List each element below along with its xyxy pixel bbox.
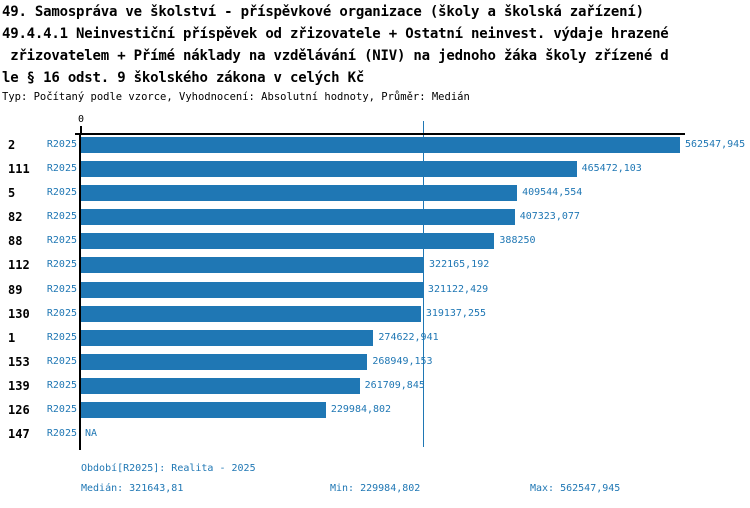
bar xyxy=(81,281,423,298)
row-category-label: 82 xyxy=(8,210,23,225)
bar-value-label: 261709,845 xyxy=(364,379,425,391)
row-category-label: 1 xyxy=(8,330,16,345)
row-category-label: 89 xyxy=(8,282,23,297)
chart-row: 130 R2025 319137,255 xyxy=(0,305,750,330)
bar xyxy=(81,161,577,178)
row-category-label: 112 xyxy=(8,258,30,273)
row-series-label: R2025 xyxy=(46,259,77,271)
chart-row: 126 R2025 229984,802 xyxy=(0,402,750,426)
row-category-label: 5 xyxy=(8,186,16,201)
row-series-label: R2025 xyxy=(46,428,77,440)
bar-value-label: 319137,255 xyxy=(425,307,487,319)
x-axis-zero-tick-label: 0 xyxy=(77,114,85,125)
bar xyxy=(81,353,368,370)
chart-row: 1 R2025 274622,941 xyxy=(0,329,750,354)
chart-row: 153 R2025 268949,153 xyxy=(0,353,750,378)
bar-value-label: 562547,945 xyxy=(685,139,746,150)
page-title-line-2: 49.4.4.1 Neinvestiční příspěvek od zřizo… xyxy=(2,26,669,42)
footer-median-stat: Medián: 321643,81 xyxy=(81,483,184,494)
chart-row: 89 R2025 321122,429 xyxy=(0,281,750,306)
median-line xyxy=(422,121,425,447)
bar xyxy=(81,377,360,394)
row-category-label: 111 xyxy=(8,162,30,177)
row-series-label: R2025 xyxy=(46,163,77,175)
footer-min-stat: Min: 229984,802 xyxy=(330,483,421,494)
bar xyxy=(81,209,515,226)
row-series-label: R2025 xyxy=(46,379,77,391)
row-series-label: R2025 xyxy=(46,307,77,319)
bar xyxy=(81,305,421,322)
row-series-label: R2025 xyxy=(46,331,77,343)
bar-value-label: 388250 xyxy=(499,235,536,247)
bar-value-label: 229984,802 xyxy=(330,404,392,416)
bar xyxy=(81,137,680,153)
chart-row: 112 R2025 322165,192 xyxy=(0,257,750,281)
row-series-label: R2025 xyxy=(46,211,77,223)
x-axis-zero-tick-mark xyxy=(80,126,82,134)
chart-row: 88 R2025 388250 xyxy=(0,233,750,257)
chart-row: 147 R2025 NA xyxy=(0,426,750,450)
row-series-label: R2025 xyxy=(46,139,77,150)
bar xyxy=(81,233,495,250)
footer-max-stat: Max: 562547,945 xyxy=(530,483,621,494)
row-category-label: 147 xyxy=(8,427,30,442)
bar xyxy=(81,329,374,346)
chart-rows: 2 R2025 562547,945 111 R2025 465472,103 … xyxy=(0,137,750,450)
y-axis-line xyxy=(79,133,81,450)
chart-row: 139 R2025 261709,845 xyxy=(0,377,750,402)
bar-value-label: 322165,192 xyxy=(429,259,490,271)
row-category-label: 2 xyxy=(8,138,16,152)
page-title-line-1: 49. Samospráva ve školství - příspěvkové… xyxy=(2,4,644,20)
bar-value-label: 407323,077 xyxy=(519,211,580,223)
row-series-label: R2025 xyxy=(46,187,77,199)
row-category-label: 153 xyxy=(8,354,30,369)
x-axis-line xyxy=(75,133,685,135)
indicator-meta-line: Typ: Počítaný podle vzorce, Vyhodnocení:… xyxy=(2,91,470,103)
row-series-label: R2025 xyxy=(46,404,77,416)
bar-value-label: 268949,153 xyxy=(372,355,433,367)
chart-row: 2 R2025 562547,945 xyxy=(0,137,750,161)
bar xyxy=(81,257,425,274)
page-title-line-3: zřizovatelem + Přímé náklady na vzdělává… xyxy=(2,48,669,64)
row-category-label: 126 xyxy=(8,403,30,418)
chart-row: 82 R2025 407323,077 xyxy=(0,209,750,233)
row-series-label: R2025 xyxy=(46,283,77,295)
row-series-label: R2025 xyxy=(46,355,77,367)
row-series-label: R2025 xyxy=(46,235,77,247)
footer-period-label: Období[R2025]: Realita - 2025 xyxy=(81,463,256,474)
row-category-label: 130 xyxy=(8,306,30,321)
chart-row: 111 R2025 465472,103 xyxy=(0,161,750,185)
bar xyxy=(81,402,326,419)
bar-value-label: NA xyxy=(85,428,98,440)
bar-value-label: 465472,103 xyxy=(581,163,642,175)
bar-value-label: 409544,554 xyxy=(522,187,583,199)
row-category-label: 139 xyxy=(8,378,30,393)
page-title-line-4: le § 16 odst. 9 školského zákona v celýc… xyxy=(2,70,365,86)
row-category-label: 88 xyxy=(8,234,23,249)
bar xyxy=(81,185,518,202)
bar-value-label: 321122,429 xyxy=(427,283,489,295)
bar-value-label: 274622,941 xyxy=(378,331,439,343)
chart-row: 5 R2025 409544,554 xyxy=(0,185,750,209)
